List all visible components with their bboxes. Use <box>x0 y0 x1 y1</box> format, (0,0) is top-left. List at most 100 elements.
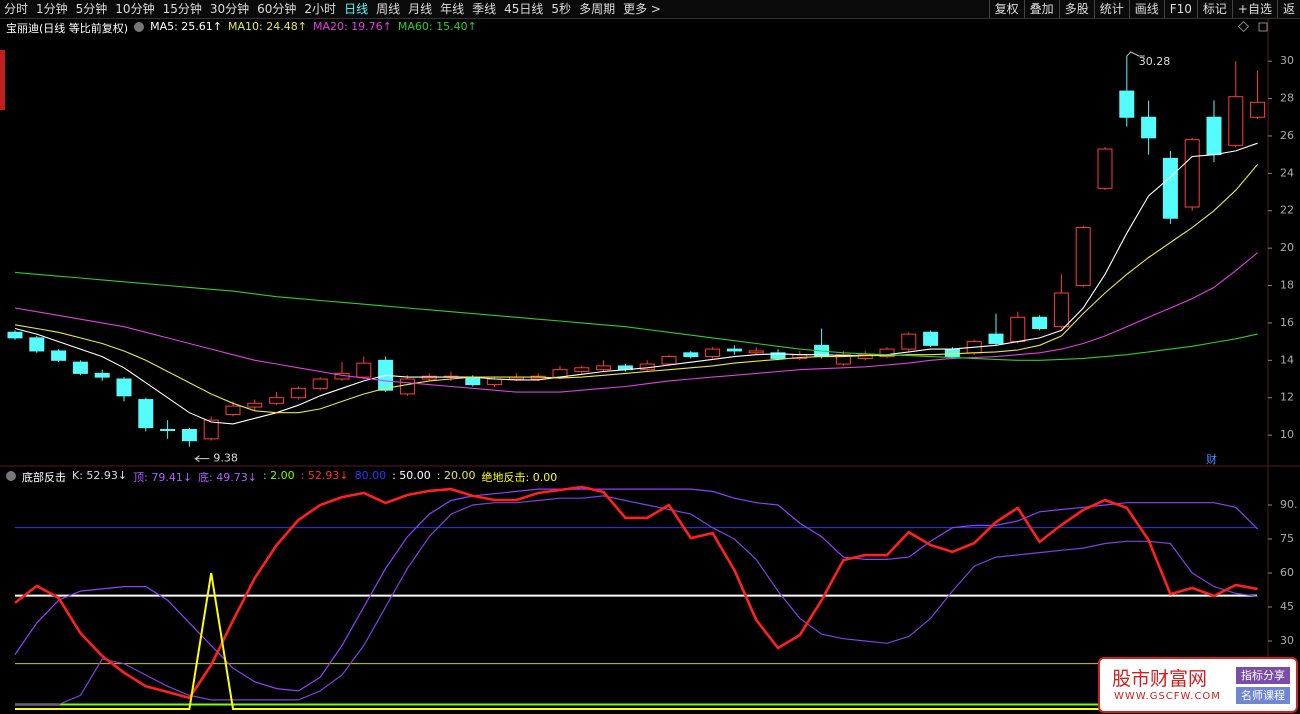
candle-body <box>879 348 895 358</box>
y-tick-label: 18 <box>1280 279 1294 292</box>
period-tab[interactable]: 5分钟 <box>75 2 108 16</box>
ma-line <box>14 252 1258 393</box>
tool-button[interactable]: 画线 <box>1128 0 1164 18</box>
candle-body <box>247 402 263 408</box>
side-tab <box>0 50 5 110</box>
period-tab[interactable]: 45日线 <box>504 2 544 16</box>
y-tick-label: 24 <box>1280 166 1294 179</box>
tool-button[interactable]: F10 <box>1163 0 1197 18</box>
tool-button[interactable]: 统计 <box>1093 0 1129 18</box>
period-tab[interactable]: 60分钟 <box>257 2 297 16</box>
y-tick-label: 16 <box>1280 316 1294 329</box>
period-tab[interactable]: 季线 <box>472 2 497 16</box>
y-tick-label: 30 <box>1280 634 1294 647</box>
legend-entry: : 2.00 <box>262 469 295 482</box>
candle-body <box>138 399 154 429</box>
legend-entry: MA20: 19.76↑ <box>312 20 392 33</box>
period-tab[interactable]: 分时 <box>4 2 29 16</box>
legend-entry: K: 52.93↓ <box>72 469 128 482</box>
period-tab[interactable]: 1分钟 <box>36 2 68 16</box>
period-tab[interactable]: 周线 <box>376 2 401 16</box>
toolbar: 分时 1分钟 5分钟 10分钟 15分钟 30分钟 60分钟 2小时 日线 周线 月线 年线 季线 45日… <box>0 0 1300 19</box>
candle-body <box>944 348 960 358</box>
tool-button[interactable]: 多股 <box>1058 0 1094 18</box>
candle-body <box>399 378 415 395</box>
legend-entry: 80.00 <box>354 469 387 482</box>
period-tab[interactable]: 月线 <box>408 2 433 16</box>
candle-body <box>290 387 306 399</box>
y-tick-label: 22 <box>1280 204 1294 217</box>
candle-body <box>705 348 721 358</box>
legend-entry: 绝地反击: 0.00 <box>481 471 558 484</box>
candle-body <box>574 367 590 373</box>
y-tick-label: 90. <box>1280 498 1298 511</box>
candle-body <box>1206 116 1222 156</box>
candle-body <box>835 354 851 365</box>
candle-body <box>356 362 372 378</box>
period-tab[interactable]: 30分钟 <box>209 2 250 16</box>
legend-entry: : 52.93↓ <box>300 469 349 482</box>
icon[interactable] <box>1237 20 1250 33</box>
candle-body <box>94 372 110 378</box>
icon[interactable] <box>1258 22 1268 32</box>
y-tick-label: 12 <box>1280 391 1294 404</box>
candle-body <box>116 378 132 397</box>
tool-buttons: 复权 叠加 多股 统计 画线 F10 标记 +自选返 <box>988 0 1300 18</box>
period-tab[interactable]: 更多 > <box>623 2 661 16</box>
ma-line <box>14 164 1259 414</box>
annotation-arrow <box>1126 51 1145 57</box>
candle-body <box>1010 316 1026 343</box>
ma-line <box>14 271 1258 361</box>
period-tab[interactable]: 15分钟 <box>162 2 202 16</box>
candle-body <box>1075 227 1091 287</box>
candle-body <box>72 361 88 374</box>
candle-body <box>901 333 917 350</box>
y-tick-label: 14 <box>1280 353 1294 366</box>
candle-body <box>1228 96 1244 146</box>
watermark-title: 股市财富网 <box>1112 668 1208 690</box>
y-tick-label: 75 <box>1280 532 1294 545</box>
candle-body <box>1184 139 1200 208</box>
tool-button[interactable]: +自选 <box>1231 0 1277 18</box>
candle-body <box>160 428 176 431</box>
candle-body <box>923 331 939 346</box>
tool-button[interactable]: 返 <box>1276 0 1300 18</box>
candle-body <box>1250 101 1266 118</box>
candle-body <box>770 352 786 359</box>
y-tick-label: 28 <box>1280 92 1294 105</box>
candle-body <box>857 354 873 359</box>
y-tick-label: 10 <box>1280 428 1294 441</box>
tool-button[interactable]: 叠加 <box>1023 0 1059 18</box>
chart-title: 宝丽迪(日线 等比前复权) <box>6 22 129 35</box>
indicator-line <box>15 495 1258 706</box>
tool-button[interactable]: 标记 <box>1196 0 1232 18</box>
annotation: 9.38 <box>213 452 238 465</box>
period-tab[interactable]: 日线 <box>344 2 369 16</box>
candle-body <box>748 350 764 354</box>
y-tick-label: 26 <box>1280 129 1294 142</box>
candle-body <box>181 428 197 442</box>
period-tab[interactable]: 5秒 <box>551 2 572 16</box>
candle-body <box>596 365 612 371</box>
candle-body <box>312 378 328 389</box>
tool-button[interactable]: 复权 <box>988 0 1024 18</box>
candle-body <box>988 333 1004 344</box>
marker: 财 <box>1206 452 1217 466</box>
legend-entry: : 50.00 <box>392 469 431 482</box>
y-tick-label: 45 <box>1280 600 1294 613</box>
legend-entry: 顶: 79.41↓ <box>133 471 193 484</box>
legend-entry: MA60: 15.40↑ <box>397 20 477 33</box>
period-tab[interactable]: 2小时 <box>304 2 337 16</box>
candle-body <box>1097 148 1113 189</box>
main-legend: 宝丽迪(日线 等比前复权) MA5: 25.61↑ MA10: 24.48↑ MA20… <box>6 20 477 36</box>
period-tab[interactable]: 多周期 <box>579 2 616 16</box>
candle-body <box>1141 116 1157 139</box>
candle-body <box>1032 316 1048 330</box>
period-tab[interactable]: 10分钟 <box>115 2 155 16</box>
watermark-url: WWW.GSCFW.COM <box>1114 691 1221 702</box>
legend-entry: : 20.00 <box>436 469 476 482</box>
period-tab[interactable]: 年线 <box>440 2 465 16</box>
candle-body <box>29 337 45 352</box>
